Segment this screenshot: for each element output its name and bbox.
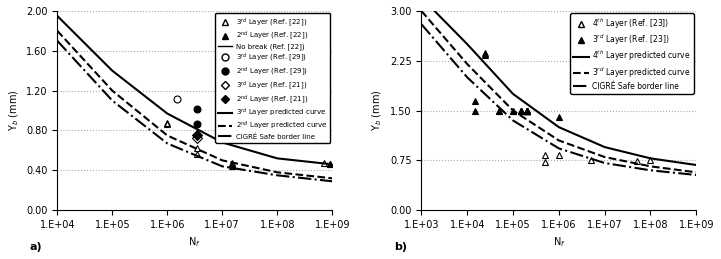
Text: b): b) [394, 242, 407, 252]
Text: a): a) [30, 242, 43, 252]
Legend: 3$^{rd}$ Layer (Ref. [22]), 2$^{nd}$ Layer (Ref. [22]), No break (Ref. [22]), 3$: 3$^{rd}$ Layer (Ref. [22]), 2$^{nd}$ Lay… [216, 13, 330, 143]
X-axis label: N$_f$: N$_f$ [552, 235, 565, 249]
Y-axis label: Y$_b$ (mm): Y$_b$ (mm) [7, 90, 20, 131]
X-axis label: N$_f$: N$_f$ [188, 235, 201, 249]
Legend: 4$^{th}$ Layer (Ref. [23]), 3$^{rd}$ Layer (Ref. [23]), 4$^{th}$ Layer predicted: 4$^{th}$ Layer (Ref. [23]), 3$^{rd}$ Lay… [570, 13, 694, 93]
Y-axis label: Y$_b$ (mm): Y$_b$ (mm) [371, 90, 384, 131]
